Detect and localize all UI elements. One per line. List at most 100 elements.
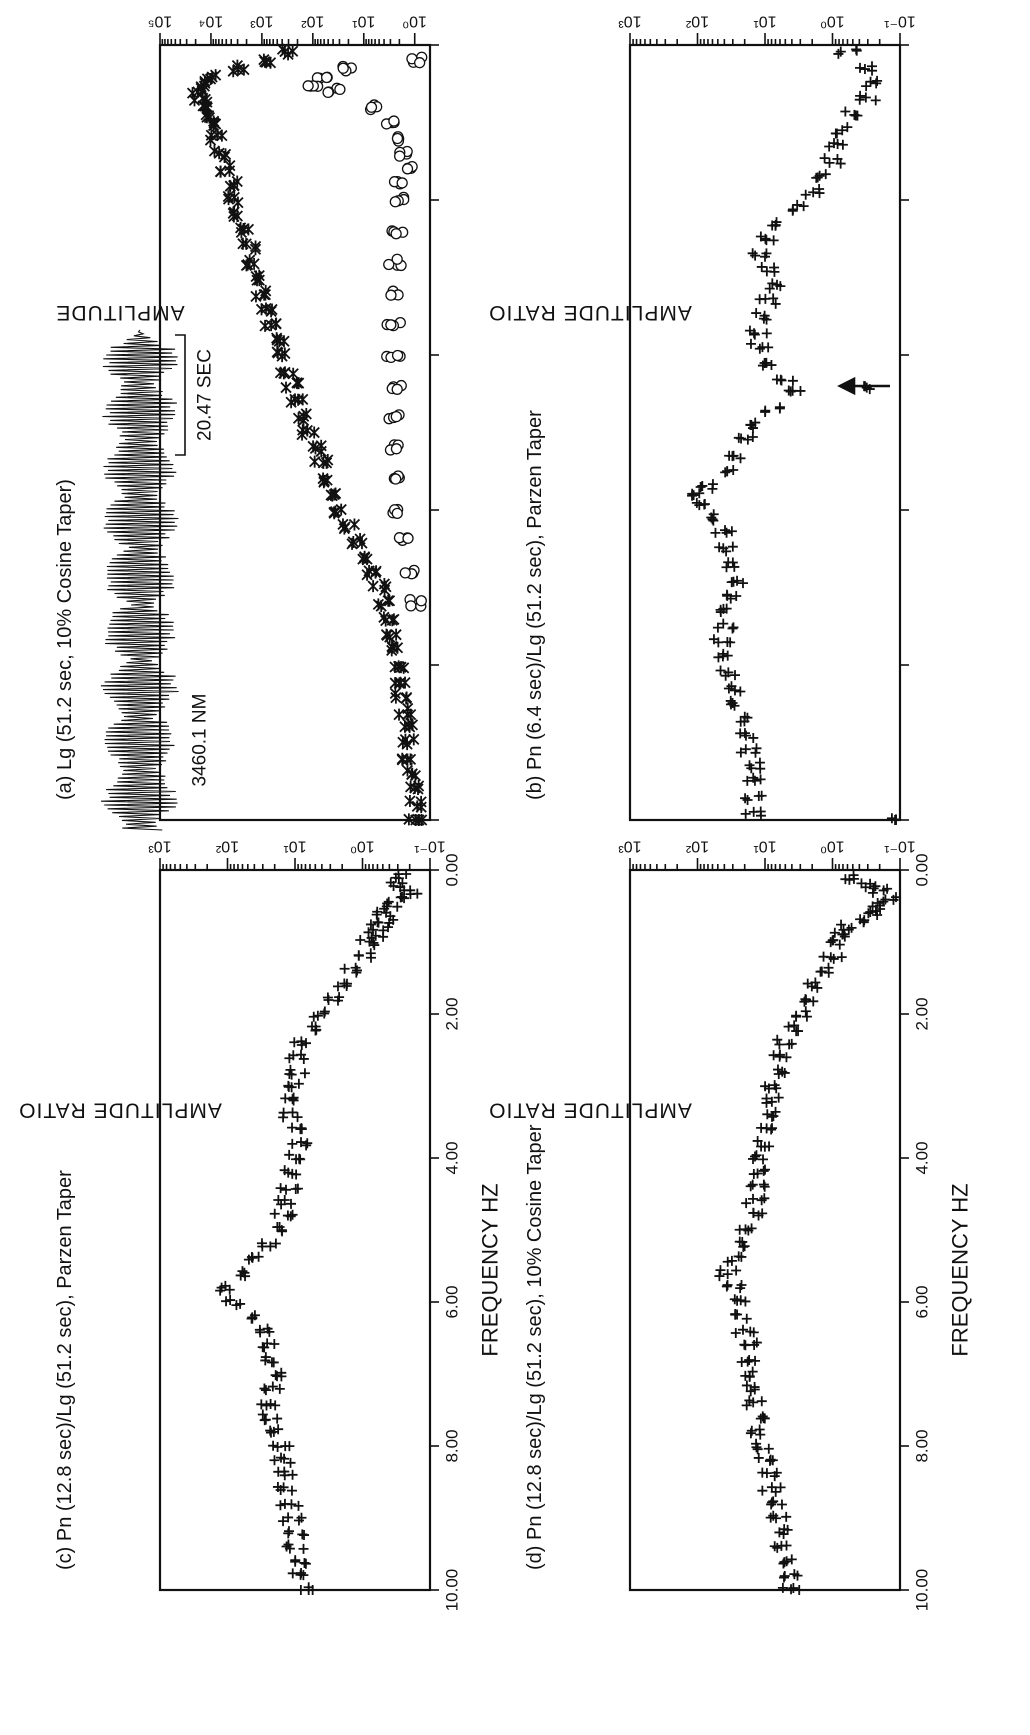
data-point-plus <box>750 1151 761 1162</box>
data-point-star <box>335 503 347 516</box>
data-point-plus <box>292 1112 303 1123</box>
data-point-plus <box>823 962 834 973</box>
data-point-plus <box>758 1179 769 1190</box>
data-point-plus <box>773 1069 784 1080</box>
data-point-plus <box>888 894 899 905</box>
data-point-plus <box>260 1385 271 1396</box>
data-point-plus <box>714 1271 725 1282</box>
data-point-star <box>393 708 405 721</box>
x-tick-label: 2.00 <box>913 997 932 1030</box>
data-point-plus <box>765 1512 776 1523</box>
data-point-plus <box>766 360 777 371</box>
y-tick-label: 10¹ <box>283 838 306 855</box>
data-point-plus <box>824 141 835 152</box>
data-point-star <box>279 366 291 379</box>
data-point-plus <box>827 935 838 946</box>
data-point-star <box>301 424 313 437</box>
data-point-circle <box>320 71 333 84</box>
data-point-plus <box>283 1512 294 1523</box>
data-point-plus <box>830 128 841 139</box>
data-point-plus <box>397 878 408 889</box>
data-point-plus <box>760 251 771 262</box>
data-point-circle <box>390 473 402 485</box>
data-point-plus <box>730 670 741 681</box>
data-point-plus <box>755 1413 766 1424</box>
data-point-plus <box>736 1356 747 1367</box>
data-point-plus <box>760 407 771 418</box>
data-point-plus <box>768 293 779 304</box>
data-point-plus <box>285 1457 296 1468</box>
panel-c: 0.00 2.00 4.00 6.00 8.00 10.00 10⁻¹ 10⁰ 10¹ 10² 10… <box>18 838 502 1612</box>
data-point-plus <box>274 1383 285 1394</box>
y-tick-label: 10⁻¹ <box>884 838 916 855</box>
data-point-plus <box>270 1238 281 1249</box>
data-point-plus <box>748 1327 759 1338</box>
data-point-star <box>401 738 413 751</box>
data-point-circle <box>302 80 314 92</box>
data-point-circle <box>388 115 400 127</box>
data-point-plus <box>333 981 343 992</box>
data-point-plus <box>729 1294 740 1305</box>
data-point-star <box>308 426 320 439</box>
data-point-plus <box>284 1149 295 1160</box>
data-point-plus <box>769 1080 780 1091</box>
data-point-star <box>235 226 248 239</box>
data-point-star <box>231 209 243 222</box>
data-point-plus <box>787 205 798 216</box>
data-point-star <box>309 442 322 455</box>
data-point-plus <box>291 1154 302 1165</box>
data-point-plus <box>763 1443 774 1454</box>
data-point-plus <box>786 1038 797 1049</box>
data-point-plus <box>259 1383 270 1394</box>
data-point-plus <box>265 1241 276 1252</box>
y-axis-label: AMPLITUDE RATIO <box>18 1099 222 1122</box>
y-axis-label: AMPLITUDE <box>55 301 184 324</box>
panel-title: (c) Pn (12.8 sec)/Lg (51.2 sec), Parzen … <box>54 1170 76 1570</box>
data-point-plus <box>269 1208 280 1219</box>
data-point-plus <box>272 1441 283 1452</box>
data-point-plus <box>819 153 830 164</box>
data-point-circle <box>322 86 334 99</box>
data-point-plus <box>224 1284 235 1295</box>
data-point-plus <box>275 1183 286 1194</box>
data-point-star <box>386 614 398 627</box>
data-point-plus <box>299 1530 310 1541</box>
x-tick-label: 8.00 <box>913 1429 932 1462</box>
data-point-plus <box>835 46 846 57</box>
data-point-plus <box>756 1396 767 1407</box>
data-point-plus <box>740 1340 751 1351</box>
data-point-plus <box>731 1265 742 1276</box>
data-point-plus <box>295 1124 306 1135</box>
data-point-circle <box>415 595 427 607</box>
data-point-plus <box>278 1516 289 1527</box>
data-point-star <box>380 580 392 593</box>
data-point-plus <box>886 813 897 824</box>
data-point-plus <box>837 929 848 940</box>
data-point-plus <box>247 1252 258 1263</box>
data-point-plus <box>726 577 737 588</box>
data-point-plus <box>761 1123 772 1134</box>
data-point-plus <box>734 1236 745 1247</box>
data-point-plus <box>756 790 767 801</box>
data-point-plus <box>722 590 733 601</box>
data-point-plus <box>365 952 376 963</box>
y-axis-label: AMPLITUDE RATIO <box>488 301 692 324</box>
data-point-plus <box>295 1585 306 1595</box>
data-point-star <box>378 611 390 624</box>
data-point-plus <box>369 940 380 951</box>
data-point-plus <box>757 1411 768 1422</box>
data-point-plus <box>363 927 374 938</box>
data-point-plus <box>748 1397 759 1408</box>
data-point-plus <box>808 996 819 1007</box>
data-point-plus <box>725 699 736 710</box>
data-point-plus <box>735 728 746 739</box>
data-point-circle <box>391 132 404 145</box>
data-point-plus <box>752 1444 763 1455</box>
data-point-plus <box>341 978 352 989</box>
data-point-plus <box>747 248 758 259</box>
data-point-plus <box>761 1097 772 1108</box>
data-point-plus <box>715 1265 726 1276</box>
data-point-plus <box>859 64 870 75</box>
data-point-star <box>356 537 368 550</box>
data-point-plus <box>766 1096 777 1107</box>
